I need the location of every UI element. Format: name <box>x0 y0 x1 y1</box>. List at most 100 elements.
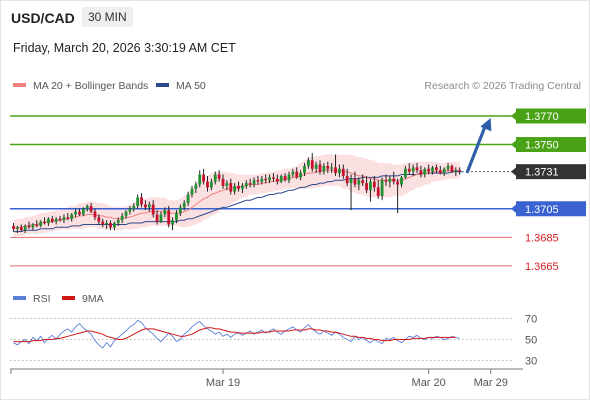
candle <box>178 207 182 214</box>
candle <box>334 167 337 174</box>
candle <box>388 178 392 182</box>
candle <box>109 223 112 228</box>
ma20-line <box>13 169 460 230</box>
candle <box>213 174 217 182</box>
candle <box>272 177 275 179</box>
candle <box>163 210 167 215</box>
legend-rsi-ma-label: 9MA <box>82 293 104 305</box>
candle <box>120 215 124 221</box>
candle <box>291 171 295 175</box>
candle <box>248 183 252 185</box>
level-label-1.3685: 1.3685 <box>525 232 559 244</box>
candle <box>435 167 438 171</box>
candle <box>93 211 97 218</box>
candle <box>31 224 35 228</box>
candle <box>369 181 372 191</box>
candle <box>43 221 46 224</box>
candle <box>190 188 194 195</box>
candle <box>275 178 279 182</box>
x-tick-label: Mar 29 <box>474 377 508 389</box>
level-tag-1.3731 <box>516 164 586 180</box>
candle <box>268 177 271 181</box>
rsi-swatch <box>13 296 26 301</box>
candle <box>314 164 318 169</box>
rsi-tick-70: 70 <box>525 313 537 325</box>
level-label-1.3770: 1.3770 <box>525 111 559 123</box>
candle <box>62 217 66 221</box>
candle <box>260 178 264 182</box>
candle <box>198 174 202 185</box>
candle <box>15 227 19 229</box>
symbol-title: USD/CAD <box>11 10 75 26</box>
candle <box>361 180 365 184</box>
candle <box>279 175 283 182</box>
candle <box>322 165 326 172</box>
forecast-arrow <box>465 123 488 174</box>
level-tag-pointer <box>511 139 517 150</box>
candle <box>458 170 462 172</box>
candle <box>380 180 384 196</box>
candle <box>310 160 314 169</box>
candle <box>58 218 62 221</box>
candle <box>229 183 233 192</box>
datetime-label: Friday, March 20, 2026 3:30:19 AM CET <box>13 41 236 55</box>
candle <box>338 168 341 174</box>
candle <box>85 205 89 209</box>
candle <box>128 208 132 212</box>
legend-rsi-ma: 9MA <box>62 293 104 305</box>
candle <box>442 168 446 174</box>
candle <box>136 197 140 206</box>
candle <box>341 168 345 176</box>
candle <box>427 168 431 172</box>
candle <box>186 194 190 204</box>
level-tag-1.3705 <box>516 201 586 217</box>
legend-rsi: RSI <box>13 293 51 305</box>
candle <box>202 174 206 182</box>
candle <box>256 180 260 182</box>
candle <box>241 185 244 189</box>
candle <box>147 204 151 208</box>
level-tag-1.3750 <box>516 137 586 153</box>
candle <box>392 178 396 182</box>
legend-ma20-label: MA 20 + Bollinger Bands <box>33 80 149 92</box>
candle <box>50 218 54 222</box>
candle <box>171 220 174 225</box>
ma20-swatch <box>13 83 26 88</box>
rsi-tick-50: 50 <box>525 335 537 347</box>
candle <box>74 211 77 215</box>
candle <box>454 170 458 172</box>
candle <box>27 225 31 228</box>
timeframe-badge[interactable]: 30 MIN <box>82 7 133 27</box>
level-tag-pointer <box>511 110 517 121</box>
candle <box>252 180 256 185</box>
candle <box>144 204 147 208</box>
candle <box>81 208 85 215</box>
level-label-1.3731: 1.3731 <box>525 167 559 179</box>
candle <box>283 175 287 181</box>
candle <box>112 223 116 228</box>
level-tag-pointer <box>511 166 517 177</box>
ma50-line <box>13 171 464 233</box>
candle <box>407 168 411 172</box>
candle <box>12 225 15 229</box>
candle <box>330 167 334 169</box>
candle <box>101 221 105 225</box>
rsi-ma-swatch <box>62 296 75 301</box>
candle <box>438 170 442 174</box>
candle <box>237 185 240 189</box>
candle <box>357 180 361 185</box>
candle <box>105 223 109 225</box>
candle <box>372 181 376 188</box>
candle <box>97 217 101 222</box>
candle <box>365 183 368 191</box>
candle <box>175 213 178 221</box>
candle <box>306 160 310 166</box>
candle <box>209 181 213 188</box>
candle <box>326 165 330 169</box>
candle <box>403 168 407 178</box>
candle <box>415 167 419 171</box>
candle <box>225 183 229 186</box>
candle <box>295 171 299 178</box>
candle <box>54 218 58 222</box>
